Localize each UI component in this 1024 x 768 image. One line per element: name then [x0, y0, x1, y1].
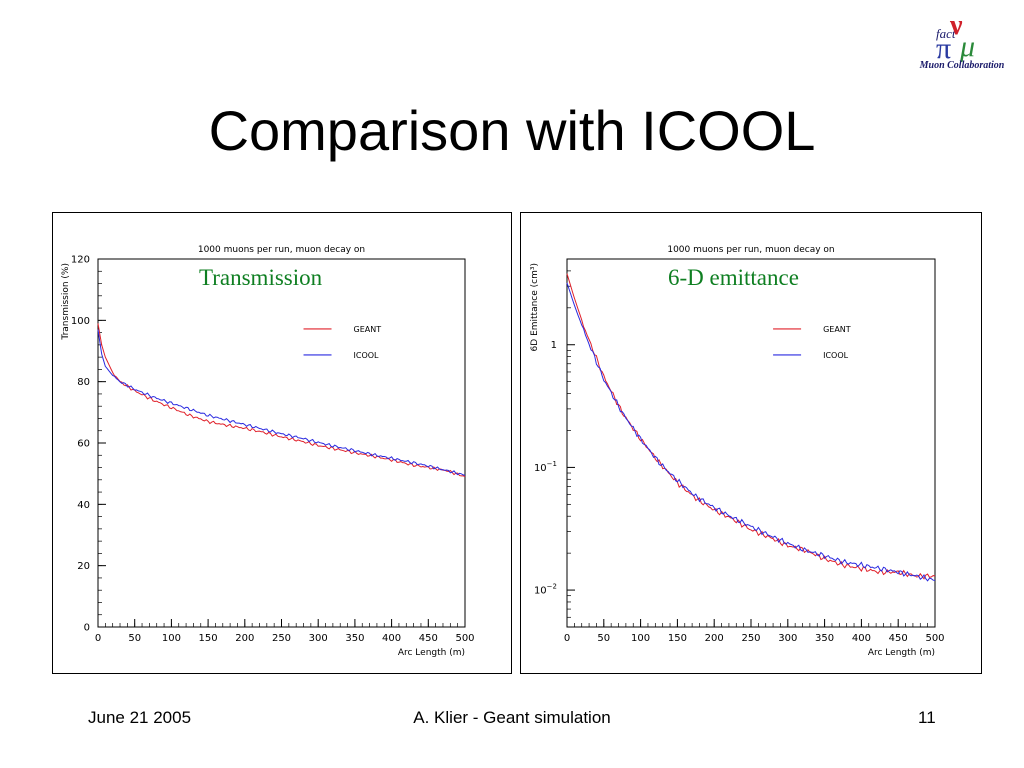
muon-collaboration-logo: fact ν π μ Muon Collaboration	[910, 8, 1014, 76]
series-line-icool	[97, 329, 466, 476]
x-tick-label: 500	[455, 633, 474, 644]
x-tick-label: 500	[925, 633, 944, 644]
x-tick-label: 300	[309, 633, 328, 644]
legend-label-geant: GEANT	[823, 325, 851, 334]
x-tick-label: 0	[95, 633, 101, 644]
y-tick-label: 0	[84, 623, 90, 634]
x-tick-label: 0	[564, 633, 570, 644]
transmission-label: Transmission	[199, 265, 323, 290]
x-tick-label: 400	[382, 633, 401, 644]
x-axis-label: Arc Length (m)	[398, 648, 465, 658]
footer-page-number: 11	[918, 708, 936, 727]
legend-label-icool: ICOOL	[823, 351, 849, 360]
x-tick-label: 100	[162, 633, 181, 644]
y-tick-label: 20	[77, 561, 90, 572]
legend-label-geant: GEANT	[354, 325, 382, 334]
x-tick-label: 200	[705, 633, 724, 644]
plot-frame	[566, 258, 936, 628]
logo-nu-glyph: ν	[949, 10, 963, 41]
y-tick-label: 60	[77, 439, 90, 450]
transmission-chart: 1000 muons per run, muon decay on 0 50 100 1…	[61, 245, 475, 658]
y-tick-label: 80	[77, 377, 90, 388]
footer-date: June 21 2005	[88, 708, 192, 727]
slide-title: Comparison with ICOOL	[208, 99, 816, 162]
x-tick-label: 450	[889, 633, 908, 644]
x-tick-label: 50	[597, 633, 610, 644]
logo-mu-glyph: μ	[959, 30, 975, 62]
y-tick-label: 100	[71, 316, 90, 327]
x-axis-label: Arc Length (m)	[868, 648, 935, 658]
y-tick-label: 1	[551, 340, 557, 351]
series-line-geant	[97, 323, 466, 478]
plot-frame	[97, 258, 466, 628]
x-tick-label: 200	[235, 633, 254, 644]
x-tick-label: 400	[852, 633, 871, 644]
logo-caption: Muon Collaboration	[919, 60, 1005, 71]
y-axis-label: Transmission (%)	[61, 263, 71, 341]
series-line-geant	[566, 273, 936, 580]
logo-pi-glyph: π	[936, 32, 951, 62]
x-tick-label: 150	[199, 633, 218, 644]
chart-title: 1000 muons per run, muon decay on	[667, 245, 834, 255]
x-tick-label: 250	[741, 633, 760, 644]
x-tick-label: 150	[668, 633, 687, 644]
x-tick-label: 100	[631, 633, 650, 644]
x-tick-label: 300	[778, 633, 797, 644]
chart-title: 1000 muons per run, muon decay on	[198, 245, 365, 255]
transmission-chart-panel: 1000 muons per run, muon decay on 0 50 100 1…	[52, 212, 512, 674]
x-tick-label: 250	[272, 633, 291, 644]
emittance-chart-panel: 1000 muons per run, muon decay on 0 50 100 1…	[520, 212, 982, 674]
x-tick-label: 50	[128, 633, 141, 644]
logo-fact-text: fact	[936, 26, 956, 41]
y-tick-label: 10−2	[534, 583, 557, 597]
series-line-icool	[566, 282, 936, 582]
x-tick-label: 350	[815, 633, 834, 644]
emittance-label: 6-D emittance	[668, 265, 799, 290]
x-tick-label: 350	[345, 633, 364, 644]
y-axis-label: 6D Emittance (cm³)	[530, 263, 540, 351]
y-tick-label: 10−1	[534, 460, 557, 474]
y-tick-label: 120	[71, 255, 90, 266]
footer-author: A. Klier - Geant simulation	[413, 708, 611, 727]
x-tick-label: 450	[419, 633, 438, 644]
y-tick-label: 40	[77, 500, 90, 511]
emittance-chart: 1000 muons per run, muon decay on 0 50 100 1…	[530, 245, 945, 658]
logo-graphic: fact ν π μ	[936, 10, 975, 65]
legend-label-icool: ICOOL	[354, 351, 380, 360]
